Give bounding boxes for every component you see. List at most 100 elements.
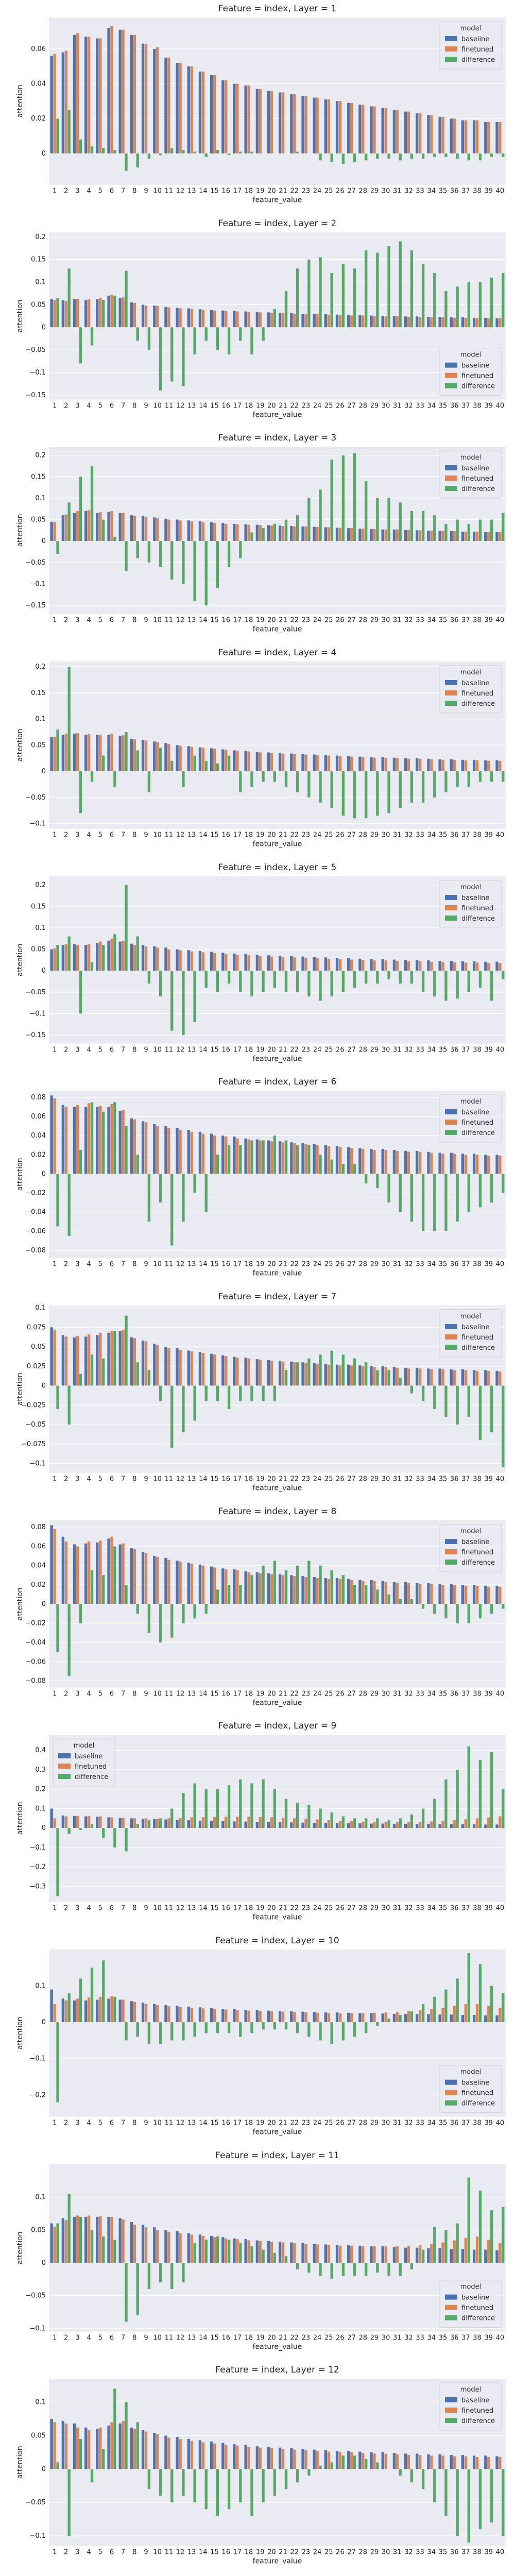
bar-finetuned xyxy=(338,2452,342,2469)
x-tick-label: 37 xyxy=(461,1046,470,1054)
y-tick-label: 0.1 xyxy=(35,2399,46,2406)
x-tick-label: 12 xyxy=(176,1476,185,1483)
bar-baseline xyxy=(495,1155,499,1174)
bar-difference xyxy=(216,2236,219,2263)
bar-difference xyxy=(433,771,436,798)
bar-difference xyxy=(239,1145,242,1174)
bar-baseline xyxy=(221,310,225,327)
x-tick-label: 1 xyxy=(53,1690,57,1698)
bar-difference xyxy=(113,150,116,154)
bar-difference xyxy=(296,1145,299,1174)
x-tick-label: 30 xyxy=(382,2549,390,2556)
bar-baseline xyxy=(313,1823,316,1828)
bar-finetuned xyxy=(327,1146,330,1174)
bar-baseline xyxy=(392,1150,396,1174)
bar-finetuned xyxy=(441,2242,444,2263)
x-tick-label: 38 xyxy=(473,1690,482,1698)
bar-baseline xyxy=(427,531,430,541)
bar-baseline xyxy=(73,2424,76,2469)
bar-finetuned xyxy=(99,38,102,154)
bar-baseline xyxy=(370,1366,373,1386)
bar-finetuned xyxy=(156,2434,159,2469)
bar-difference xyxy=(125,1584,128,1604)
bar-difference xyxy=(136,750,139,772)
bar-difference xyxy=(182,2469,185,2496)
bar-finetuned xyxy=(396,758,399,772)
x-tick-label: 33 xyxy=(416,402,424,410)
bar-difference xyxy=(90,1354,94,1386)
bar-finetuned xyxy=(190,1563,193,1604)
x-tick-label: 18 xyxy=(245,2334,253,2342)
bar-finetuned xyxy=(225,311,228,327)
bar-finetuned xyxy=(396,1822,399,1828)
bar-difference xyxy=(478,1964,482,2023)
bar-finetuned xyxy=(64,301,67,327)
bar-finetuned xyxy=(362,2013,365,2023)
bar-baseline xyxy=(73,944,76,971)
y-tick-label: 0.05 xyxy=(31,516,46,524)
bar-baseline xyxy=(472,2014,476,2023)
bar-difference xyxy=(193,1174,196,1193)
legend-title: model xyxy=(460,351,481,359)
bar-difference xyxy=(79,1374,82,1386)
bar-baseline xyxy=(347,1147,350,1174)
x-tick-label: 15 xyxy=(210,402,219,410)
bar-baseline xyxy=(335,1364,339,1386)
bar-difference xyxy=(113,2239,116,2263)
bar-baseline xyxy=(153,2227,156,2263)
x-tick-label: 29 xyxy=(370,188,379,195)
bar-difference xyxy=(330,2262,333,2279)
x-tick-label: 39 xyxy=(484,832,493,839)
x-tick-label: 24 xyxy=(313,1046,322,1054)
bar-difference xyxy=(341,2022,345,2041)
bar-baseline xyxy=(392,110,396,154)
x-tick-label: 27 xyxy=(347,188,356,195)
bar-difference xyxy=(421,511,425,541)
bar-finetuned xyxy=(384,1150,387,1174)
bar-finetuned xyxy=(396,2246,399,2263)
x-tick-label: 5 xyxy=(98,1261,102,1268)
bar-baseline xyxy=(438,1153,441,1174)
bar-finetuned xyxy=(270,1361,273,1386)
x-tick-label: 23 xyxy=(302,617,311,624)
x-tick-label: 21 xyxy=(279,1905,287,1912)
bar-finetuned xyxy=(373,960,376,971)
x-tick-label: 40 xyxy=(496,617,505,624)
x-tick-label: 32 xyxy=(404,1476,413,1483)
bar-difference xyxy=(273,309,276,327)
bar-baseline xyxy=(255,1359,259,1386)
bar-baseline xyxy=(404,1151,407,1174)
bar-finetuned xyxy=(338,315,342,327)
bar-baseline xyxy=(61,300,65,327)
bar-difference xyxy=(456,286,459,327)
x-tick-label: 35 xyxy=(439,1905,448,1912)
y-tick-label: −0.05 xyxy=(25,794,46,802)
bar-finetuned xyxy=(419,1368,422,1386)
bar-baseline xyxy=(404,2247,407,2263)
x-tick-label: 31 xyxy=(393,1261,402,1268)
bar-baseline xyxy=(84,735,88,772)
bar-finetuned xyxy=(293,2012,296,2023)
bar-finetuned xyxy=(430,1821,433,1828)
bar-baseline xyxy=(187,2233,190,2263)
y-tick-label: −0.2 xyxy=(29,1863,46,1871)
x-tick-label: 16 xyxy=(221,832,230,839)
bar-baseline xyxy=(313,2243,316,2263)
x-tick-label: 12 xyxy=(176,2334,185,2342)
bar-difference xyxy=(330,1159,333,1174)
bar-difference xyxy=(284,2469,288,2489)
bar-baseline xyxy=(153,1343,156,1386)
x-tick-label: 33 xyxy=(416,1905,424,1912)
x-tick-label: 28 xyxy=(359,1046,368,1054)
bar-baseline xyxy=(221,523,225,541)
bar-finetuned xyxy=(247,312,250,327)
bar-finetuned xyxy=(247,751,250,772)
x-tick-label: 4 xyxy=(87,1046,91,1054)
bar-difference xyxy=(307,2469,311,2476)
bar-difference xyxy=(410,1385,414,1394)
bar-baseline xyxy=(392,1582,396,1604)
bar-difference xyxy=(239,2469,242,2503)
x-tick-label: 31 xyxy=(393,617,402,624)
x-tick-label: 7 xyxy=(121,402,125,410)
